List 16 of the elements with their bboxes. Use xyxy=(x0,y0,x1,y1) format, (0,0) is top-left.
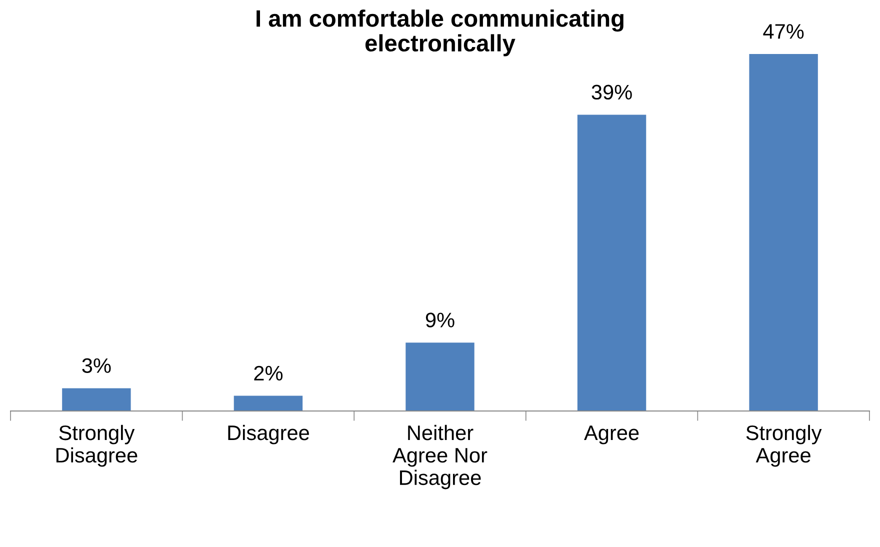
data-label: 2% xyxy=(254,366,283,380)
x-tick-label: Agree xyxy=(584,426,639,444)
data-label: 3% xyxy=(82,358,111,373)
data-label: 39% xyxy=(592,84,632,100)
bar xyxy=(62,388,131,411)
bar xyxy=(749,54,818,411)
x-tick-label: Disagree xyxy=(228,424,309,444)
bar xyxy=(577,114,646,411)
x-tick-label: Neither Agree Nor Disagree xyxy=(392,424,488,490)
data-label: 9% xyxy=(426,312,454,328)
bar xyxy=(234,396,303,411)
x-tick-label: Strongly Agree xyxy=(746,424,822,467)
x-tick-label: Strongly Disagree xyxy=(56,424,138,467)
data-label: 47% xyxy=(763,24,804,39)
bar xyxy=(406,342,474,411)
chart-title: I am comfortable communicating electronically xyxy=(256,10,624,56)
